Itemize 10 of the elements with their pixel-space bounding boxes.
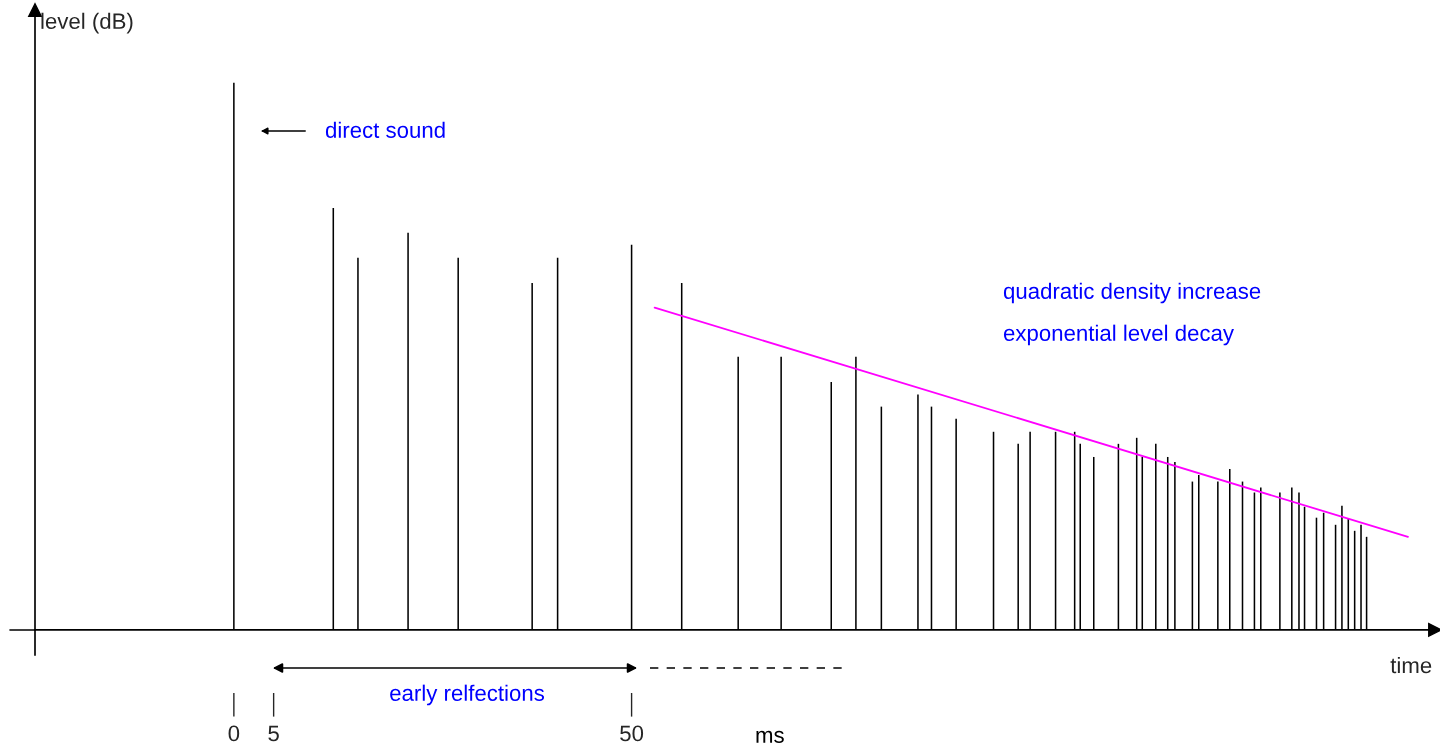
x-tick-label: 5 [268, 725, 279, 742]
x-tick-label: 0 [228, 725, 240, 742]
x-axis-title: time [1390, 657, 1432, 674]
x-tick-label: 50 [620, 725, 644, 742]
y-axis-title: level (dB) [41, 12, 133, 34]
annotation: exponential level decay [1003, 324, 1234, 346]
text: early relfections [390, 684, 545, 706]
annotation: direct sound [325, 121, 445, 138]
annotation: quadratic density increase [1003, 282, 1261, 304]
text: ms [756, 730, 784, 743]
